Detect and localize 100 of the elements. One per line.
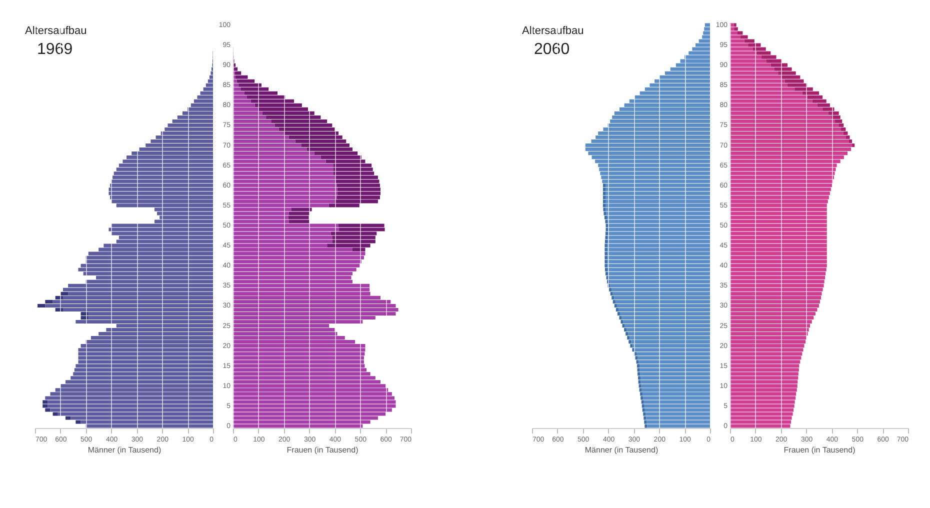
bar [612, 300, 616, 304]
bar [730, 119, 836, 123]
bar [640, 364, 710, 368]
bar [782, 75, 800, 79]
bar [730, 384, 798, 388]
bar [45, 408, 50, 412]
bar [233, 408, 392, 412]
bar [638, 360, 710, 364]
bar [636, 352, 710, 356]
bar [607, 216, 710, 220]
bar [604, 260, 608, 264]
bar [288, 220, 310, 224]
bar [605, 196, 710, 200]
bar [336, 180, 380, 184]
bar [843, 131, 848, 136]
bar [730, 127, 841, 132]
bar [730, 180, 833, 184]
bar [730, 75, 782, 79]
bar [233, 184, 337, 188]
bar [45, 396, 213, 400]
bar [610, 119, 710, 123]
bar [76, 364, 213, 368]
bar [233, 176, 335, 180]
bar [688, 51, 710, 55]
bar [605, 188, 710, 192]
bar [122, 160, 213, 164]
bar [233, 284, 370, 288]
bar [208, 79, 213, 83]
bar [630, 344, 633, 348]
bar [337, 188, 380, 192]
bar [336, 184, 380, 188]
bar [646, 420, 710, 424]
bar [605, 232, 608, 236]
bar [604, 264, 608, 268]
bar [730, 71, 778, 75]
bar [730, 148, 852, 152]
bar [233, 164, 334, 168]
bar [730, 256, 827, 260]
bar [730, 224, 827, 228]
bar [111, 180, 213, 184]
bar [730, 55, 762, 59]
bar [643, 396, 710, 400]
bar [604, 244, 608, 248]
bar [78, 352, 213, 356]
bar [730, 200, 828, 204]
bar [86, 256, 213, 260]
bar [730, 79, 785, 83]
bar [112, 176, 213, 180]
bar [233, 196, 337, 200]
bar [78, 348, 213, 352]
bar [612, 288, 710, 292]
bar [194, 99, 213, 103]
bar [730, 248, 827, 252]
bar [606, 228, 608, 232]
bar [644, 424, 648, 428]
bar [78, 360, 213, 364]
bar [730, 212, 827, 216]
bar [730, 240, 827, 244]
bar [111, 232, 213, 236]
bar [602, 180, 710, 184]
bar [233, 168, 334, 172]
bar [730, 123, 839, 127]
bar [288, 212, 310, 216]
bar [730, 136, 846, 140]
bar [730, 316, 814, 320]
bar [233, 264, 360, 268]
bar [274, 123, 332, 127]
bar [730, 280, 824, 284]
bar [730, 368, 799, 372]
bar [233, 396, 394, 400]
bar [624, 328, 627, 332]
bar [334, 176, 378, 180]
bar [730, 27, 734, 31]
bar [730, 304, 819, 308]
bar [730, 228, 827, 232]
bar [66, 416, 71, 420]
bar [730, 59, 766, 63]
bar [730, 308, 818, 312]
bar [233, 268, 356, 272]
bar [730, 356, 802, 360]
bar [698, 39, 710, 43]
bar [233, 228, 340, 232]
bar [233, 95, 247, 99]
bar [730, 188, 831, 192]
bar [638, 356, 710, 360]
bar [233, 99, 251, 103]
bar [730, 276, 826, 280]
bar [233, 308, 398, 312]
bar [730, 140, 850, 144]
bar [607, 248, 710, 252]
bar [233, 188, 338, 192]
bar [118, 164, 213, 168]
bar [730, 131, 844, 136]
bar [605, 204, 710, 208]
bar [602, 196, 606, 200]
bar [730, 380, 798, 384]
bar [607, 256, 710, 260]
bar [644, 400, 710, 404]
bar [585, 148, 710, 152]
bar [730, 408, 794, 412]
